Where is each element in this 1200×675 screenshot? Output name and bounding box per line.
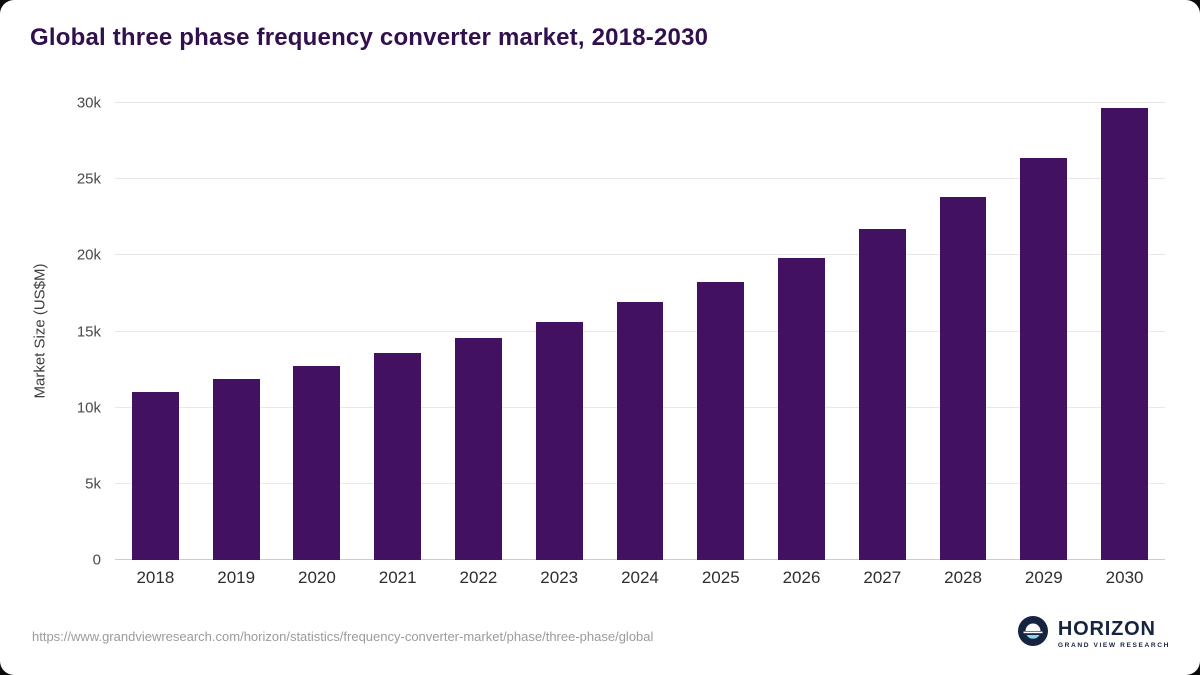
bar-2028 <box>939 197 987 560</box>
bar-slot <box>357 103 438 560</box>
plot-area: 0 5k 10k 15k 20k 25k 30k <box>77 95 1165 569</box>
x-tick-label: 2029 <box>1024 568 1063 587</box>
bars <box>115 103 1165 560</box>
x-tick-label: 2021 <box>378 568 417 587</box>
x-tick-label: 2019 <box>217 568 256 587</box>
gridline <box>115 102 1165 103</box>
bar-2029 <box>1020 157 1068 560</box>
y-tick-label: 5k <box>85 475 101 493</box>
y-tick-label: 15k <box>76 323 101 340</box>
bar-slot <box>438 103 519 560</box>
x-tick-label: 2027 <box>863 568 902 587</box>
x-tick-label: 2028 <box>944 568 982 587</box>
bar-slot <box>923 103 1004 560</box>
bar-2020 <box>293 365 341 560</box>
brand-subtitle: GRAND VIEW RESEARCH <box>1057 641 1170 649</box>
bar-slot <box>1084 103 1165 560</box>
bar-2024 <box>616 301 664 560</box>
horizon-logo-icon <box>1017 615 1049 652</box>
bar-2023 <box>535 321 583 560</box>
bar-2018 <box>131 392 179 560</box>
x-labels: 2018 2019 2020 2021 2022 2023 2024 2025 2026 2027… <box>115 568 1165 588</box>
bar-slot <box>277 103 358 560</box>
x-tick-label: 2023 <box>540 568 579 587</box>
bar-2021 <box>374 352 422 560</box>
x-tick-label: 2020 <box>298 568 336 587</box>
bar-2030 <box>1101 107 1148 560</box>
x-tick-label: 2026 <box>782 568 821 587</box>
bar-slot <box>519 103 600 560</box>
y-tick-label: 10k <box>76 399 101 417</box>
bar-2025 <box>697 282 745 560</box>
bar-slot <box>842 103 923 560</box>
bar-slot <box>196 103 277 560</box>
y-tick-label: 30k <box>76 94 101 112</box>
page-title: Global three phase frequency converter m… <box>30 24 709 51</box>
gridline <box>115 178 1165 180</box>
x-tick-label: 2024 <box>621 568 659 587</box>
source-url: https://www.grandviewresearch.com/horizo… <box>32 629 654 644</box>
x-tick-label: 2018 <box>136 568 175 587</box>
brand-name: HORIZON <box>1057 617 1156 640</box>
y-tick-label: 0 <box>92 551 101 569</box>
bar-2019 <box>212 378 260 560</box>
x-tick-label: 2022 <box>459 568 498 587</box>
bar-slot <box>761 103 842 560</box>
x-tick-label: 2030 <box>1105 568 1144 587</box>
gridline <box>115 254 1165 256</box>
bar-slot <box>680 103 761 560</box>
y-tick-label: 20k <box>76 246 101 264</box>
bar-slot <box>115 103 196 560</box>
brand-text: HORIZON GRAND VIEW RESEARCH <box>1058 619 1170 649</box>
brand-logo: HORIZON GRAND VIEW RESEARCH <box>1017 615 1170 652</box>
bar-2026 <box>778 257 825 560</box>
bar-2027 <box>858 229 906 560</box>
y-tick-label: 25k <box>76 170 101 188</box>
bar-slot <box>600 103 681 560</box>
x-tick-label: 2025 <box>701 568 740 587</box>
bar-2022 <box>455 337 502 560</box>
bar-slot <box>1003 103 1084 560</box>
y-axis-label: Market Size (US$M) <box>31 263 49 399</box>
